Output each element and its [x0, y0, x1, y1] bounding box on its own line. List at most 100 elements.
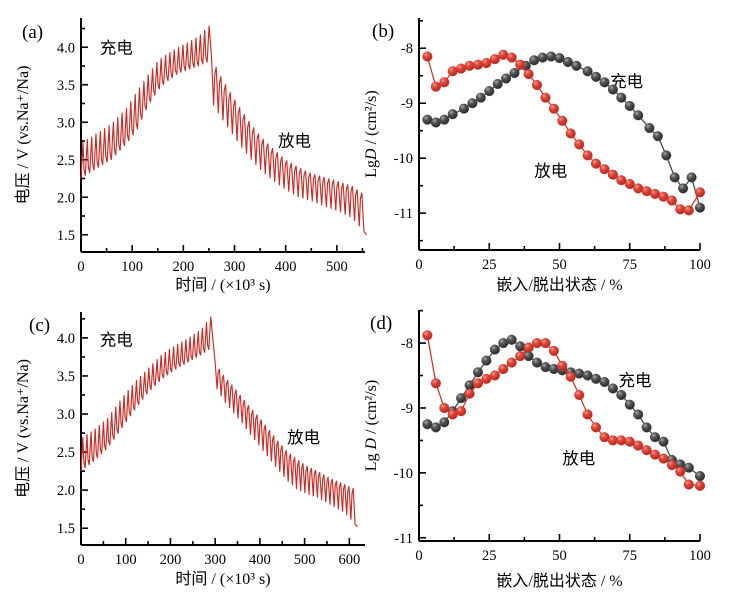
data-point	[562, 56, 573, 68]
data-point	[489, 370, 500, 381]
y-tick-label: 3.5	[57, 369, 75, 385]
data-point	[537, 52, 548, 63]
x-tick-label: 0	[415, 548, 422, 564]
x-tick-label: 300	[204, 552, 226, 568]
data-point	[582, 409, 593, 420]
data-point	[472, 367, 484, 378]
x-tick-label: 200	[160, 552, 182, 568]
annotation-c-1: 放电	[287, 428, 320, 447]
data-point	[422, 51, 433, 62]
data-point	[439, 77, 450, 88]
data-point	[540, 92, 551, 103]
data-point	[489, 344, 500, 355]
data-point	[616, 389, 627, 401]
panel-tag-c: (c)	[29, 315, 50, 336]
panel-tag-a: (a)	[22, 22, 43, 43]
data-point	[531, 357, 543, 368]
data-point	[633, 409, 644, 420]
data-point	[515, 341, 526, 352]
x-axis-label: 嵌入/脱出状态 / %	[496, 572, 622, 590]
data-point	[546, 51, 557, 62]
data-point	[678, 183, 689, 194]
data-point	[554, 53, 565, 64]
annotation-d-0: 充电	[619, 371, 652, 390]
data-point	[624, 178, 635, 190]
annotation-c-0: 充电	[100, 330, 133, 349]
data-point	[430, 422, 441, 433]
y-tick-label: 2.5	[57, 445, 75, 461]
data-point	[540, 362, 551, 373]
data-point	[683, 479, 694, 490]
y-tick-label: 3.0	[57, 115, 75, 131]
y-tick-label: -10	[394, 151, 413, 167]
data-point	[675, 204, 686, 215]
data-point	[624, 399, 635, 410]
y-tick-label: -10	[394, 466, 413, 482]
data-point	[641, 186, 652, 197]
data-point	[565, 371, 576, 382]
data-point	[540, 338, 551, 349]
y-tick-label: 3.5	[57, 78, 75, 94]
data-point	[456, 393, 467, 404]
annotation-d-1: 放电	[562, 449, 595, 468]
data-point	[694, 202, 706, 213]
data-point	[481, 355, 492, 366]
data-point	[531, 338, 543, 349]
data-point	[633, 110, 644, 121]
data-point	[658, 453, 669, 464]
x-tick-label: 100	[689, 548, 711, 564]
data-point	[515, 351, 526, 362]
x-axis-label: 时间 / (×10³ s)	[175, 570, 270, 588]
x-tick-label: 400	[275, 259, 297, 275]
x-tick-label: 600	[338, 552, 360, 568]
data-point	[422, 114, 433, 125]
y-tick-label: -8	[401, 41, 413, 57]
data-point	[666, 195, 677, 206]
ticks-d	[418, 309, 701, 541]
ticks-a	[80, 27, 364, 252]
series-charge	[422, 51, 706, 213]
axes-a	[80, 18, 365, 253]
data-point	[492, 78, 503, 90]
data-point	[669, 172, 680, 183]
y-axis-label: 电压 / V (vs.Na⁺/Na)	[14, 359, 32, 498]
data-point	[582, 66, 593, 77]
panel-tag-b: (b)	[372, 21, 394, 42]
panel-tag-d: (d)	[370, 313, 392, 334]
data-point	[599, 77, 610, 88]
data-point	[475, 92, 486, 103]
data-point	[472, 59, 484, 70]
axes-c	[80, 312, 365, 546]
data-point	[515, 59, 526, 70]
data-point	[599, 376, 610, 388]
data-point	[574, 389, 585, 401]
data-point	[683, 462, 694, 473]
data-point	[633, 183, 644, 194]
data-point	[694, 471, 706, 482]
y-tick-label: -8	[401, 336, 413, 352]
data-point	[590, 71, 602, 82]
series-discharge	[422, 330, 706, 491]
data-point	[439, 417, 450, 428]
y-axis-label: 电压 / V (vs.Na⁺/Na)	[14, 66, 32, 205]
ticks-c	[80, 318, 351, 545]
x-tick-label: 300	[224, 259, 246, 275]
x-tick-label: 100	[689, 257, 711, 273]
x-tick-label: 500	[326, 259, 348, 275]
y-tick-label: 2.0	[57, 190, 75, 206]
x-tick-label: 0	[415, 257, 422, 273]
data-point	[599, 164, 610, 175]
data-point	[506, 357, 517, 368]
data-point	[666, 460, 677, 471]
x-tick-label: 25	[482, 548, 497, 564]
data-point	[633, 440, 644, 451]
data-point	[607, 383, 618, 394]
data-point	[481, 373, 492, 384]
data-point	[458, 103, 470, 114]
data-point	[565, 128, 576, 139]
data-point	[557, 115, 568, 126]
y-tick-label: 1.5	[57, 521, 75, 537]
x-tick-label: 25	[482, 257, 497, 273]
data-point	[574, 368, 585, 379]
